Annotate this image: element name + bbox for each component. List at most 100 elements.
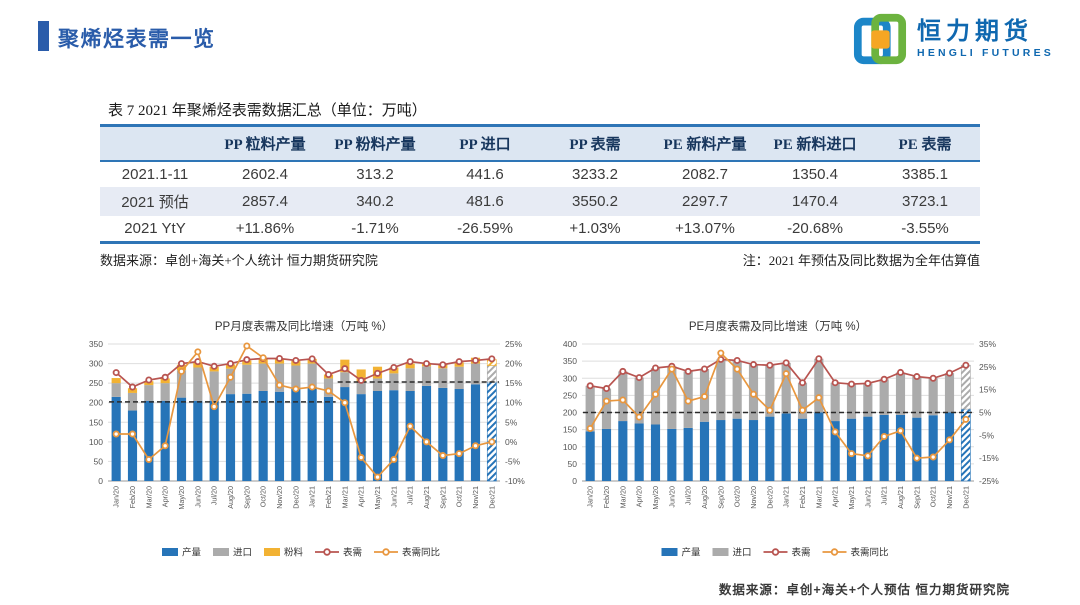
svg-text:Nov/21: Nov/21 bbox=[471, 486, 480, 509]
bar-segment bbox=[863, 383, 873, 417]
bar-segment bbox=[438, 368, 448, 388]
table-cell: +1.03% bbox=[569, 220, 621, 237]
bar-segment bbox=[667, 428, 677, 481]
logo-mark-icon bbox=[853, 13, 907, 65]
bar-segment bbox=[634, 423, 644, 481]
bar-segment bbox=[111, 383, 121, 397]
table-cell: 2602.4 bbox=[242, 166, 288, 183]
bar-segment bbox=[291, 389, 301, 481]
svg-text:Feb/21: Feb/21 bbox=[798, 486, 807, 508]
bar-segment bbox=[781, 413, 791, 481]
column-header: PP 表需 bbox=[569, 137, 621, 153]
bar-segment bbox=[356, 394, 366, 481]
bar-segment bbox=[895, 372, 906, 415]
bar-segment bbox=[732, 418, 742, 481]
table-cell: 2857.4 bbox=[242, 193, 288, 210]
pp-chart-svg: PP月度表需及同比增速（万吨 %） 0 50 100 150 200 250 300 350 25… bbox=[89, 319, 525, 559]
column-header: PP 粒料产量 bbox=[224, 137, 306, 153]
row-label: 2021 YtY bbox=[124, 220, 186, 237]
x-axis-labels: Jan/20 Feb/20 Mar/20 Apr/20 May/20 Jun/20 Jul/… bbox=[112, 486, 497, 510]
table-cell: 2297.7 bbox=[682, 193, 728, 210]
chart-legend: 产量 进口 粉料 表需 表需同比 bbox=[162, 547, 440, 559]
svg-text:Nov/20: Nov/20 bbox=[749, 486, 758, 509]
chart-legend: 产量 进口 表需 表需同比 bbox=[661, 547, 889, 559]
svg-text:50: 50 bbox=[568, 459, 578, 469]
bar-segment bbox=[797, 382, 808, 419]
bar-segment bbox=[372, 390, 383, 481]
table-row: 2021.1-11 2602.4 313.2 441.6 3233.2 2082.7 135… bbox=[100, 161, 980, 187]
bar-segment bbox=[944, 412, 955, 481]
column-header: PE 表需 bbox=[898, 137, 952, 153]
bar-segment bbox=[601, 428, 612, 481]
pe-demand-chart: PE月度表需及同比增速（万吨 %） 0 50 100 150 200 250 300 350 40… bbox=[540, 316, 1010, 568]
svg-text:Aug/20: Aug/20 bbox=[226, 486, 235, 509]
bar-segment bbox=[176, 364, 187, 371]
svg-text:Oct/21: Oct/21 bbox=[455, 486, 464, 507]
column-header bbox=[100, 126, 210, 162]
table-row: 2021 YtY +11.86% -1.71% -26.59% +1.03% +13.07… bbox=[100, 216, 980, 243]
svg-text:150: 150 bbox=[89, 417, 103, 427]
demand-line bbox=[586, 355, 970, 393]
bar-segment bbox=[176, 370, 187, 398]
bar-segment bbox=[716, 359, 726, 421]
bar-segment bbox=[111, 396, 121, 481]
bar-segment bbox=[797, 418, 808, 481]
bar-segment bbox=[470, 363, 481, 385]
svg-text:35%: 35% bbox=[979, 339, 996, 349]
svg-text:Feb/20: Feb/20 bbox=[128, 486, 137, 508]
bar-segment bbox=[814, 358, 824, 413]
bar-segment bbox=[912, 417, 922, 481]
bar-segment bbox=[781, 362, 791, 414]
bar-segment bbox=[160, 400, 170, 481]
bar-segment bbox=[732, 360, 742, 419]
svg-text:100: 100 bbox=[563, 442, 577, 452]
svg-text:Sep/21: Sep/21 bbox=[438, 486, 447, 509]
bar-segment bbox=[879, 379, 889, 415]
bar-segment bbox=[650, 424, 661, 481]
x-axis-labels: Jan/20 Feb/20 Mar/20 Apr/20 May/20 Jun/20 Jul/… bbox=[586, 486, 971, 510]
bar-segment bbox=[585, 385, 595, 432]
svg-text:进口: 进口 bbox=[233, 548, 252, 559]
svg-text:Aug/21: Aug/21 bbox=[422, 486, 431, 509]
bar-segment bbox=[274, 391, 285, 481]
svg-text:250: 250 bbox=[563, 390, 577, 400]
bar-segment bbox=[144, 400, 154, 481]
svg-text:5%: 5% bbox=[505, 417, 518, 427]
table-notes: 数据来源：卓创+海关+个人统计 恒力期货研究院 注：2021 年预估及同比数据为… bbox=[100, 250, 980, 269]
bar-segment bbox=[470, 384, 481, 481]
svg-text:Jul/20: Jul/20 bbox=[684, 486, 693, 505]
bars-group bbox=[111, 357, 497, 482]
table-caption: 表 7 2021 年聚烯烃表需数据汇总（单位：万吨） bbox=[108, 103, 427, 119]
table-header-row: PP 粒料产量 PP 粉料产量 PP 进口 PP 表需 PE 新料产量 PE 新料进口 PE… bbox=[100, 125, 980, 162]
bar-segment bbox=[242, 393, 252, 481]
bar-segment bbox=[765, 365, 775, 417]
bar-segment bbox=[618, 371, 628, 422]
bar-segment bbox=[879, 414, 889, 481]
bar-segment bbox=[748, 420, 759, 481]
table-source-note: 数据来源：卓创+海关+个人统计 恒力期货研究院 bbox=[100, 253, 378, 268]
svg-text:Mar/20: Mar/20 bbox=[144, 486, 153, 508]
table-cell: 481.6 bbox=[466, 193, 504, 210]
bar-segment bbox=[258, 363, 268, 391]
logo-text: 恒力期货 HENGLI FUTURES bbox=[917, 18, 1054, 59]
bar-segment bbox=[193, 400, 203, 481]
bar-segment bbox=[716, 420, 726, 481]
bar-segment bbox=[912, 376, 922, 418]
svg-text:15%: 15% bbox=[979, 385, 996, 395]
bar-segment bbox=[160, 378, 170, 384]
bar-segment bbox=[340, 387, 350, 481]
gridlines: 0 50 100 150 200 250 300 350 400 bbox=[563, 339, 974, 486]
bar-segment bbox=[944, 373, 955, 413]
svg-text:表需同比: 表需同比 bbox=[851, 547, 889, 559]
svg-text:300: 300 bbox=[563, 373, 577, 383]
table-cell: 441.6 bbox=[466, 166, 504, 183]
svg-text:Aug/20: Aug/20 bbox=[700, 486, 709, 509]
bar-segment bbox=[928, 415, 938, 481]
bar-segment bbox=[307, 387, 317, 481]
svg-text:Jun/20: Jun/20 bbox=[193, 486, 202, 508]
svg-text:350: 350 bbox=[89, 339, 103, 349]
svg-text:Jan/20: Jan/20 bbox=[112, 486, 121, 508]
svg-text:Oct/20: Oct/20 bbox=[733, 486, 742, 507]
svg-text:25%: 25% bbox=[505, 339, 522, 349]
bar-segment bbox=[765, 416, 775, 481]
